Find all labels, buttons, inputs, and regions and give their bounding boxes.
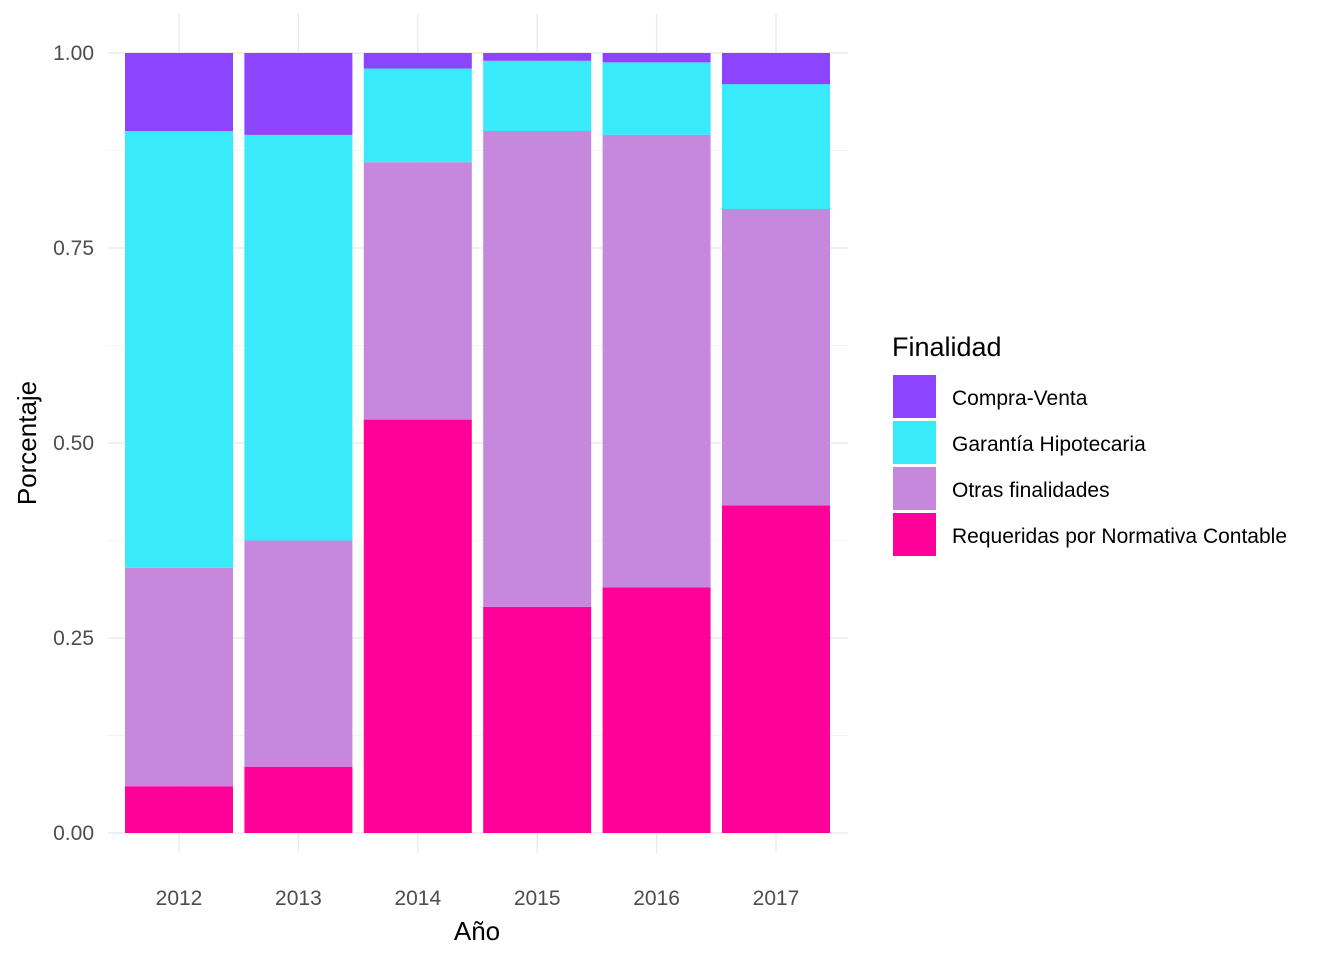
x-tick-label: 2013 xyxy=(275,887,322,910)
x-tick-labels: 2012 2013 2014 2015 2016 2017 xyxy=(156,887,800,910)
x-tick-label: 2015 xyxy=(514,887,561,910)
y-tick-label: 0.00 xyxy=(53,822,94,845)
bar-segment xyxy=(722,505,830,833)
y-axis-title: Porcentaje xyxy=(12,381,42,505)
bar-segment xyxy=(722,84,830,209)
bar-segment xyxy=(125,567,233,787)
bar-segment xyxy=(483,53,592,61)
legend-swatch xyxy=(893,513,936,556)
bar-segment xyxy=(483,131,592,607)
bar-segment xyxy=(363,162,472,420)
bar-segment xyxy=(602,587,711,833)
legend: Finalidad Compra-Venta Garantía Hipotecar… xyxy=(892,332,1287,556)
legend-label: Garantía Hipotecaria xyxy=(952,433,1146,456)
legend-swatch xyxy=(893,467,936,510)
bar-segment xyxy=(244,540,353,767)
legend-label: Otras finalidades xyxy=(952,479,1110,502)
bar-segment xyxy=(244,766,353,833)
bar-segment xyxy=(722,209,830,506)
bar-segment xyxy=(244,134,353,541)
bar-segment xyxy=(363,53,472,69)
legend-title: Finalidad xyxy=(892,332,1002,362)
bar-segment xyxy=(363,68,472,163)
bar-segment xyxy=(722,53,830,85)
legend-label: Requeridas por Normativa Contable xyxy=(952,525,1287,548)
y-tick-label: 0.50 xyxy=(53,432,94,455)
bar-segment xyxy=(244,53,353,135)
bar-segment xyxy=(483,60,592,131)
bar-segment xyxy=(125,53,233,131)
legend-label: Compra-Venta xyxy=(952,387,1088,410)
x-tick-label: 2014 xyxy=(394,887,441,910)
x-tick-label: 2017 xyxy=(753,887,800,910)
bar-segment xyxy=(602,62,711,135)
bar-segment xyxy=(125,131,233,568)
bars xyxy=(125,53,830,833)
x-tick-label: 2012 xyxy=(156,887,203,910)
y-tick-labels: 0.00 0.25 0.50 0.75 1.00 xyxy=(53,42,94,845)
y-tick-label: 0.25 xyxy=(53,627,94,650)
legend-swatch xyxy=(893,375,936,418)
y-tick-label: 1.00 xyxy=(53,42,94,65)
bar-segment xyxy=(602,134,711,588)
x-axis-title: Año xyxy=(454,916,500,946)
bar-segment xyxy=(363,419,472,833)
x-tick-label: 2016 xyxy=(633,887,680,910)
bar-segment xyxy=(483,606,592,833)
bar-segment xyxy=(125,786,233,833)
legend-swatch xyxy=(893,421,936,464)
y-tick-label: 0.75 xyxy=(53,237,94,260)
bar-segment xyxy=(602,53,711,63)
